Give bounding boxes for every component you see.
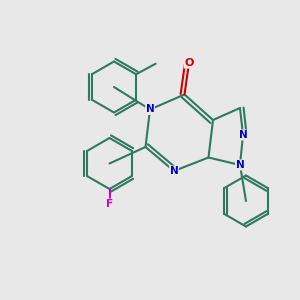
Text: N: N <box>238 130 247 140</box>
Text: N: N <box>236 160 244 170</box>
Text: N: N <box>169 166 178 176</box>
Text: O: O <box>184 58 194 68</box>
Text: N: N <box>146 104 154 115</box>
Text: F: F <box>106 199 113 209</box>
